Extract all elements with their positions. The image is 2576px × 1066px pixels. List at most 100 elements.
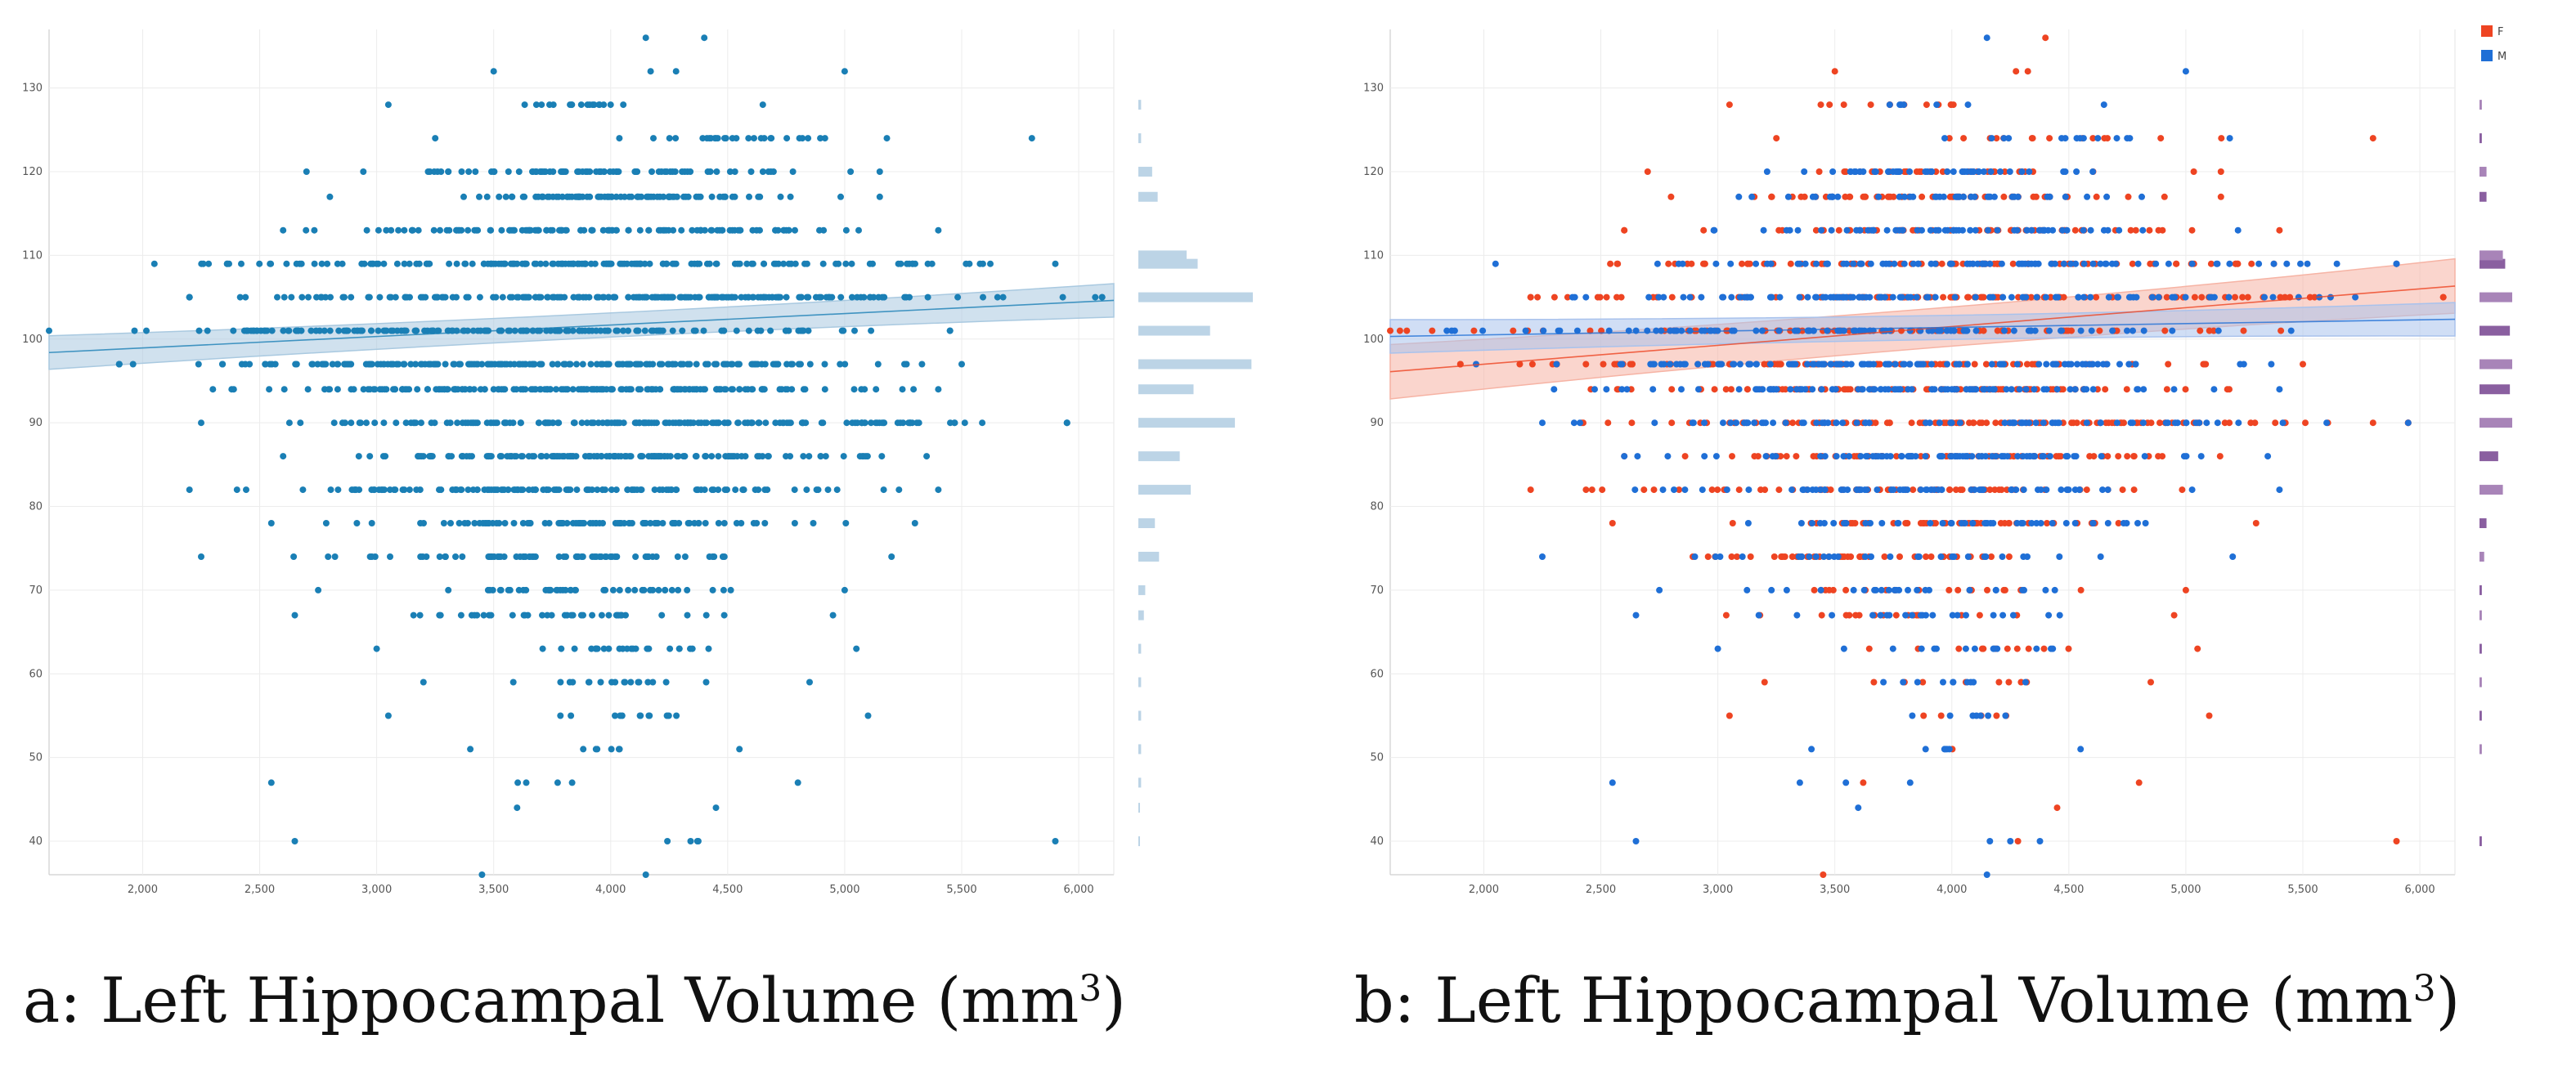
data-point-M: [1659, 486, 1667, 494]
data-point-F: [1528, 361, 1536, 368]
data-point-all: [695, 193, 702, 200]
data-point-all: [498, 361, 505, 368]
data-point-all: [459, 553, 466, 560]
y-tick-label: 60: [1370, 668, 1384, 680]
data-point-all: [800, 386, 807, 393]
data-point-all: [721, 135, 728, 142]
data-point-M: [1996, 361, 2004, 368]
data-point-all: [687, 168, 694, 175]
data-point-all: [355, 453, 362, 460]
data-point-M: [1883, 226, 1891, 234]
data-point-M: [1658, 361, 1665, 368]
data-point-all: [651, 520, 658, 526]
data-point-all: [888, 553, 895, 560]
data-point-F: [1551, 293, 1558, 301]
data-point-all: [510, 226, 517, 234]
data-point-all: [373, 645, 380, 652]
data-point-all: [538, 101, 545, 109]
data-point-F: [1640, 486, 1648, 494]
histogram-bar: [1138, 451, 1180, 462]
histogram-bar: [2480, 258, 2506, 269]
data-point-all: [767, 135, 774, 142]
data-point-F: [1884, 193, 1892, 200]
data-point-all: [605, 611, 613, 619]
data-point-M: [1808, 746, 1815, 753]
x-tick-label: 3,500: [1820, 884, 1850, 896]
y-tick-label: 130: [22, 83, 43, 95]
data-point-F: [2013, 645, 2021, 652]
data-point-all: [745, 135, 752, 142]
data-point-F: [2102, 386, 2109, 393]
y-tick-label: 120: [22, 166, 43, 178]
data-point-M: [2352, 293, 2359, 301]
data-point-M: [1936, 419, 1943, 427]
data-point-M: [1923, 293, 1931, 301]
data-point-M: [1568, 293, 1576, 301]
data-point-F: [2023, 361, 2031, 368]
data-point-all: [591, 553, 599, 560]
data-point-all: [437, 226, 443, 234]
data-point-all: [442, 293, 449, 301]
data-point-F: [1812, 226, 1820, 234]
data-point-all: [230, 327, 237, 334]
data-point-F: [1923, 101, 1930, 109]
data-point-all: [681, 553, 689, 560]
histogram-bar: [1138, 677, 1142, 688]
data-point-M: [1987, 168, 1995, 175]
data-point-all: [723, 293, 730, 301]
data-point-M: [1889, 293, 1896, 301]
data-point-M: [2008, 486, 2015, 494]
data-point-all: [564, 486, 572, 494]
data-point-M: [1956, 419, 1963, 427]
data-point-all: [664, 361, 671, 368]
legend-label-M: M: [2497, 51, 2506, 63]
data-point-F: [2124, 453, 2131, 460]
data-point-all: [513, 453, 520, 460]
histogram-bar: [1138, 325, 1210, 336]
data-point-F: [1701, 260, 1708, 267]
data-point-all: [584, 486, 591, 494]
data-point-M: [1941, 226, 1949, 234]
data-point-all: [561, 293, 568, 301]
data-point-M: [1868, 553, 1874, 560]
data-point-M: [1829, 611, 1836, 619]
data-point-M: [2083, 419, 2090, 427]
data-point-M: [1691, 553, 1699, 560]
data-point-M: [1905, 453, 1912, 460]
data-point-M: [1963, 386, 1970, 393]
data-point-M: [2079, 361, 2086, 368]
data-point-M: [1667, 361, 1673, 368]
histogram-bar: [1138, 803, 1140, 813]
data-point-all: [401, 260, 408, 267]
data-point-all: [384, 712, 392, 719]
data-point-all: [327, 293, 334, 301]
data-point-all: [524, 611, 532, 619]
data-point-all: [339, 260, 346, 267]
data-point-all: [445, 168, 452, 175]
data-point-M: [1882, 293, 1888, 301]
data-point-M: [2030, 453, 2037, 460]
data-point-M: [1856, 168, 1864, 175]
data-point-M: [1940, 679, 1946, 686]
data-point-all: [582, 293, 590, 301]
data-point-all: [543, 226, 550, 234]
data-point-all: [562, 386, 569, 393]
data-point-all: [487, 611, 495, 619]
data-point-F: [1983, 419, 1990, 427]
data-point-all: [881, 419, 888, 427]
data-point-all: [267, 779, 275, 786]
data-point-all: [736, 386, 743, 393]
data-point-F: [2218, 135, 2225, 142]
data-point-all: [386, 486, 393, 494]
data-point-M: [1902, 611, 1910, 619]
data-point-all: [660, 193, 667, 200]
data-point-M: [2022, 679, 2029, 686]
data-point-all: [304, 386, 312, 393]
data-point-all: [368, 520, 375, 526]
data-point-M: [1865, 361, 1872, 368]
data-point-all: [791, 520, 798, 526]
data-point-all: [569, 520, 577, 526]
data-point-F: [1768, 193, 1775, 200]
histogram-bar: [1138, 292, 1253, 302]
data-point-all: [837, 193, 844, 200]
